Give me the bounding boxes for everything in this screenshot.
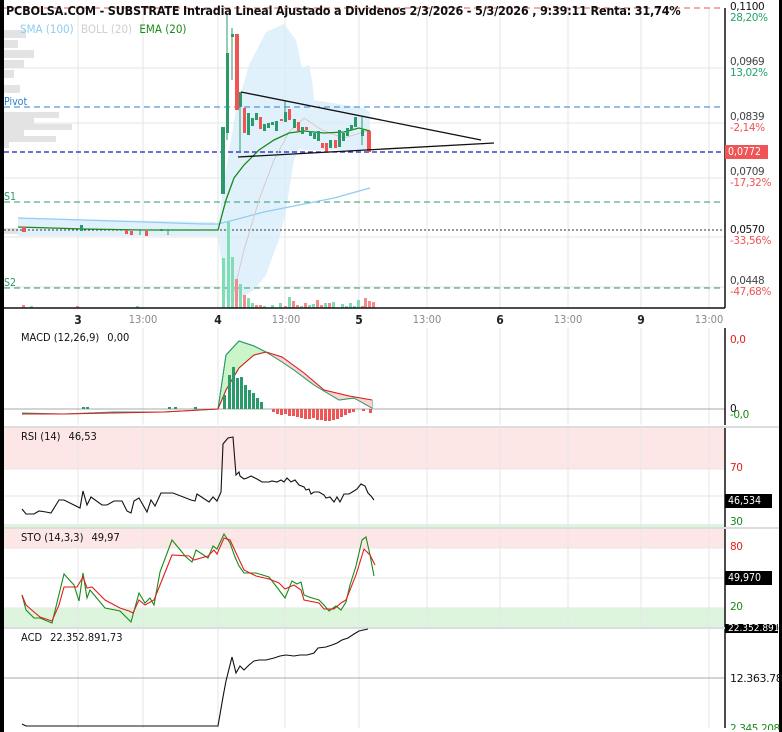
rsi-title: RSI (14) 46,53 [21, 430, 97, 443]
x-tick: 3 [74, 313, 82, 327]
boll-mid-line [231, 117, 371, 301]
x-tick: 13:00 [553, 313, 583, 326]
sma-100-line [17, 187, 371, 225]
acd-title: ACD 22.352.891,73 [21, 631, 123, 644]
price-tick: 0,0448 [730, 275, 765, 287]
s2-label: S2 [4, 277, 17, 289]
x-tick: 4 [214, 313, 222, 327]
chart-window: PCBOLSA.COM - SUBSTRATE Intradia Lineal … [4, 0, 782, 732]
rsi-value: 46,53 [68, 430, 97, 443]
price-tick: 0,0570 [730, 224, 765, 236]
acd-value: 22.352.891,73 [50, 631, 123, 644]
rsi-name: RSI (14) [21, 430, 61, 443]
current-price-badge: 0,0772 [725, 145, 768, 159]
s1-label: S1 [4, 191, 17, 203]
ema-20-line [17, 127, 371, 231]
acd-current-badge: 22.352.891 [725, 624, 778, 633]
pivot-label: Pivot [4, 96, 28, 108]
macd-panel [4, 328, 726, 425]
pct-tick: -47,68% [730, 286, 772, 298]
x-tick: 6 [496, 313, 504, 327]
triangle-pattern [237, 91, 495, 158]
pct-tick: 28,20% [730, 12, 768, 24]
price-tick: 0,0709 [730, 166, 765, 178]
macd-value: 0,00 [107, 331, 130, 344]
bollinger-band [18, 24, 370, 302]
main-grid [4, 8, 724, 308]
legend-sma-100[interactable]: SMA (100) [20, 22, 74, 36]
volume-profile [4, 30, 72, 234]
candles-day3 [22, 225, 169, 236]
sto-title: STO (14,3,3) 49,97 [21, 531, 120, 544]
legend-ema-20[interactable]: EMA (20) [139, 22, 187, 36]
chart-canvas[interactable] [4, 0, 779, 732]
sto-name: STO (14,3,3) [21, 531, 84, 544]
volume-bars [22, 222, 375, 308]
pct-tick: -17,32% [730, 177, 772, 189]
price-tick: 0,0839 [730, 111, 765, 123]
legend-boll-20[interactable]: BOLL (20) [80, 22, 133, 36]
macd-axis-top: 0,0 [730, 334, 746, 346]
sto-axis-20: 20 [730, 601, 743, 613]
x-tick: 13:00 [412, 313, 442, 326]
candles-day4-5 [221, 15, 371, 194]
acd-axis-bottom: 2.345.208 [730, 724, 780, 730]
rsi-current-badge: 46,534 [725, 494, 772, 508]
sto-current-badge: 49,970 [725, 571, 772, 585]
macd-axis-zero: 0 [730, 403, 737, 415]
acd-axis-mid: 12.363.78 [730, 672, 782, 685]
x-tick: 13:00 [128, 313, 158, 326]
macd-axis-zero2: -0,0 [730, 409, 749, 421]
acd-panel [4, 628, 726, 728]
x-tick: 13:00 [271, 313, 301, 326]
pct-tick: 13,02% [730, 67, 768, 79]
chart-title: PCBOLSA.COM - SUBSTRATE Intradia Lineal … [6, 3, 681, 18]
pct-tick: -2,14% [730, 122, 765, 134]
rsi-axis-70: 70 [730, 462, 743, 474]
x-tick: 9 [637, 313, 645, 327]
sto-value: 49,97 [91, 531, 120, 544]
price-tick: 0,0969 [730, 56, 765, 68]
x-tick: 5 [355, 313, 363, 327]
pct-tick: -33,56% [730, 235, 772, 247]
macd-name: MACD (12,26,9) [21, 331, 100, 344]
rsi-panel [4, 428, 726, 527]
acd-name: ACD [21, 631, 43, 644]
x-tick: 13:00 [694, 313, 724, 326]
sto-axis-80: 80 [730, 541, 743, 553]
rsi-axis-30: 30 [730, 516, 743, 528]
indicator-legend: SMA (100) BOLL (20) EMA (20) [20, 22, 190, 36]
price-tick: 0,1100 [730, 1, 765, 13]
macd-title: MACD (12,26,9) 0,00 [21, 331, 129, 344]
